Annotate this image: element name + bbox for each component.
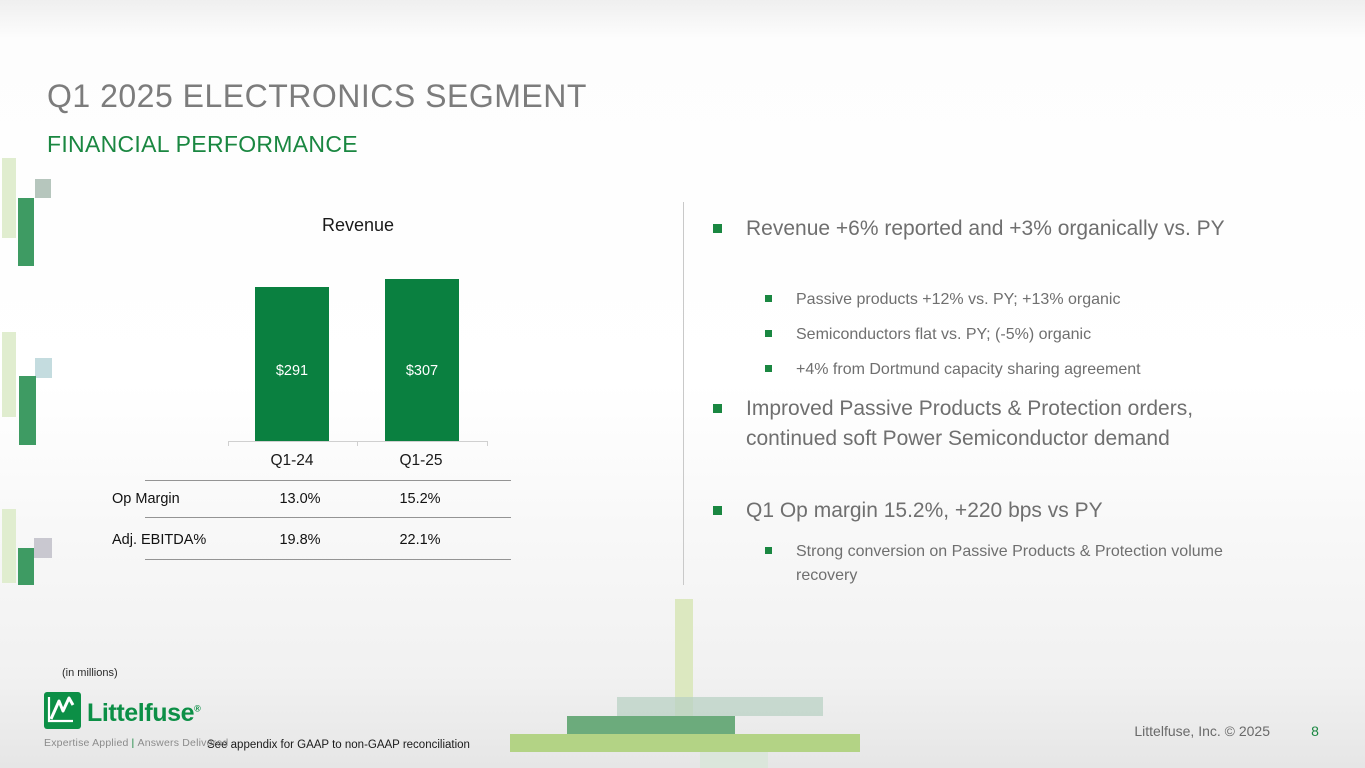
category-label-q1-24: Q1-24 xyxy=(270,452,314,469)
littelfuse-logo-icon xyxy=(44,692,81,734)
littelfuse-wordmark: Littelfuse® xyxy=(87,698,201,727)
table-cell: 13.0% xyxy=(279,491,321,507)
sub-bullet-marker xyxy=(765,547,772,554)
page-number: 8 xyxy=(1311,723,1319,739)
sub-bullet-marker xyxy=(765,295,772,302)
decoration-block xyxy=(2,509,16,583)
decoration-block xyxy=(567,716,735,734)
table-cell: 19.8% xyxy=(279,532,321,548)
x-axis-tick xyxy=(228,441,229,446)
decoration-block xyxy=(34,538,52,558)
sub-bullet-item: Semiconductors flat vs. PY; (-5%) organi… xyxy=(796,326,1092,343)
bullet-item: Q1 Op margin 15.2%, +220 bps vs PY xyxy=(746,499,1103,522)
table-row-label: Adj. EBITDA% xyxy=(112,532,207,548)
bullet-item: Improved Passive Products & Protection o… xyxy=(746,397,1194,450)
table-border-middle xyxy=(145,517,511,518)
sub-bullet-item: +4% from Dortmund capacity sharing agree… xyxy=(796,361,1141,378)
bullet-marker xyxy=(713,224,722,233)
sub-bullet-item: Strong conversion on Passive Products & … xyxy=(796,543,1223,584)
sub-bullet-item: Passive products +12% vs. PY; +13% organ… xyxy=(796,291,1121,308)
decoration-block xyxy=(2,158,16,238)
bar-value-label: $307 xyxy=(405,363,439,379)
decoration-block xyxy=(35,179,51,198)
x-axis-line xyxy=(228,441,488,442)
decoration-block xyxy=(675,599,693,717)
bullet-marker xyxy=(713,506,722,515)
category-label-q1-25: Q1-25 xyxy=(399,452,443,469)
vertical-divider xyxy=(683,202,684,585)
gaap-footnote: See appendix for GAAP to non-GAAP reconc… xyxy=(207,739,470,751)
x-axis-tick xyxy=(357,441,358,446)
decoration-block xyxy=(2,332,16,417)
table-cell: 22.1% xyxy=(399,532,441,548)
decoration-block xyxy=(18,548,34,585)
decoration-block xyxy=(510,734,860,752)
bar-q1-24: $291 xyxy=(255,287,329,441)
x-axis-tick xyxy=(487,441,488,446)
chart-title: Revenue xyxy=(321,215,395,235)
table-border-top xyxy=(145,480,511,481)
decoration-block xyxy=(18,198,34,266)
bar-q1-25: $307 xyxy=(385,279,459,441)
table-row-label: Op Margin xyxy=(112,491,180,507)
tagline-separator: | xyxy=(131,737,135,749)
decoration-block xyxy=(19,376,36,445)
logo-tagline: Expertise Applied | Answers Delivered xyxy=(44,737,229,749)
decoration-block xyxy=(35,358,52,378)
bar-value-label: $291 xyxy=(275,363,309,379)
sub-bullet-marker xyxy=(765,365,772,372)
sub-bullet-marker xyxy=(765,330,772,337)
copyright-text: Littelfuse, Inc. © 2025 xyxy=(1134,723,1270,739)
page-subtitle: FINANCIAL PERFORMANCE xyxy=(47,131,358,157)
page-title: Q1 2025 ELECTRONICS SEGMENT xyxy=(47,78,587,114)
table-cell: 15.2% xyxy=(399,491,441,507)
bullet-marker xyxy=(713,404,722,413)
decoration-block xyxy=(700,752,768,768)
bullet-item: Revenue +6% reported and +3% organically… xyxy=(746,217,1225,240)
decoration-block xyxy=(617,697,823,716)
registered-mark: ® xyxy=(194,703,201,714)
units-footnote: (in millions) xyxy=(62,667,118,679)
littelfuse-logo: Littelfuse® Expertise Applied | Answers De… xyxy=(44,692,228,749)
table-border-bottom xyxy=(145,559,511,560)
